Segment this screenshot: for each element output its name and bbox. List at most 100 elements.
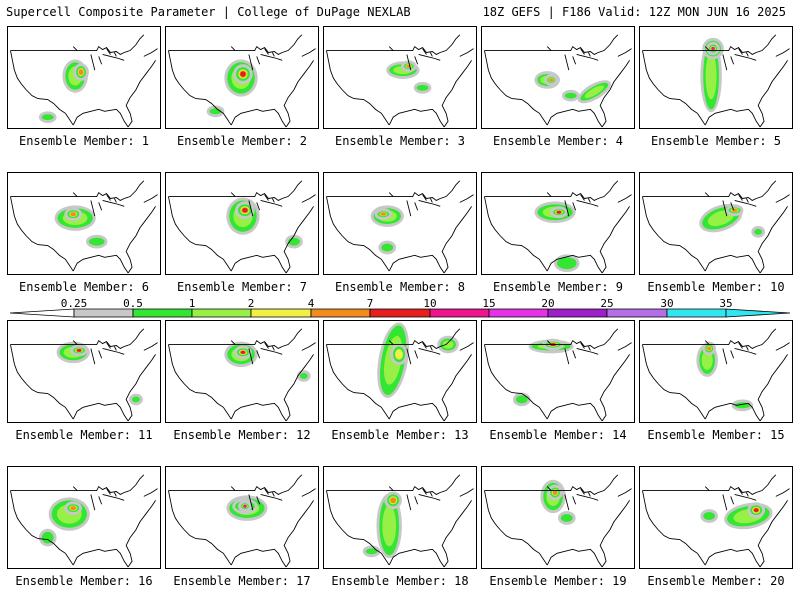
colorbar-segment [191, 308, 252, 318]
coastline-border [102, 348, 125, 355]
coastline-border [301, 342, 316, 351]
colorbar-segment [369, 308, 431, 318]
coastline-border [441, 206, 472, 274]
coastline-border [230, 548, 287, 568]
ensemble-map [168, 34, 316, 128]
ensemble-member-label: Ensemble Member: 19 [489, 574, 627, 588]
scp-contour [240, 350, 246, 354]
scp-contour [515, 395, 528, 404]
scp-contour [382, 505, 397, 547]
coastline-border [37, 538, 74, 566]
coastline-border [511, 392, 548, 420]
coastline-border [72, 254, 129, 274]
ensemble-map-panel [481, 466, 635, 569]
coastline-border [546, 548, 603, 568]
coastline-border [106, 48, 117, 57]
coastline-border [230, 402, 287, 422]
coastline-border [143, 48, 158, 57]
coastline-border [441, 60, 472, 128]
ensemble-map [642, 34, 790, 128]
ensemble-member-label: Ensemble Member: 1 [18, 134, 150, 148]
colorbar [9, 308, 791, 318]
coastline-border [642, 490, 671, 539]
ensemble-member-label: Ensemble Member: 16 [15, 574, 153, 588]
coastline-border [484, 34, 619, 55]
coastline-border [90, 348, 103, 365]
coastline-border [642, 50, 671, 99]
coastline-border [406, 54, 419, 71]
coastline-border [704, 486, 710, 491]
coastline-border [230, 108, 287, 128]
coastline-border [738, 488, 749, 497]
ensemble-member-label: Ensemble Member: 8 [334, 280, 466, 294]
colorbar-segment [73, 308, 134, 318]
coastline-border [353, 538, 390, 566]
coastline-border [10, 490, 39, 539]
coastline-border [326, 196, 355, 245]
coastline-border [580, 488, 591, 497]
coastline-border [704, 402, 761, 422]
coastline-border [704, 548, 761, 568]
colorbar-segment [488, 308, 549, 318]
ensemble-map-panel [7, 172, 161, 275]
colorbar-tick-label: 10 [423, 297, 437, 310]
coastline-border [418, 200, 441, 207]
coastline-border [125, 206, 156, 274]
scp-contour [552, 489, 558, 495]
coastline-border [576, 54, 599, 61]
coastline-border [168, 328, 303, 349]
ensemble-member-label: Ensemble Member: 10 [647, 280, 785, 294]
coastline-border [546, 402, 603, 422]
coastline-border [125, 500, 156, 568]
coastline-border [775, 342, 790, 351]
ensemble-map-panel [481, 320, 635, 423]
coastline-border [353, 244, 390, 272]
coastline-border [106, 194, 117, 203]
coastline-border [326, 474, 461, 495]
run-info: 18Z GEFS | F186 Valid: 12Z MON JUN 16 20… [482, 5, 786, 19]
coastline-border [283, 60, 314, 128]
coastline-border [230, 254, 287, 274]
colorbar-tick-label: 2 [247, 297, 255, 310]
scp-contour [70, 212, 77, 217]
scp-contour [564, 92, 577, 99]
scp-contour [390, 497, 397, 504]
coastline-border [617, 48, 632, 57]
scp-contour [41, 531, 54, 544]
scp-contour [705, 52, 717, 100]
ensemble-member-label: Ensemble Member: 9 [492, 280, 624, 294]
coastline-border [260, 54, 283, 61]
coastline-border [669, 538, 706, 566]
scp-contour [416, 84, 429, 91]
ensemble-map-panel [323, 172, 477, 275]
coastline-border [168, 34, 303, 55]
coastline-border [546, 108, 603, 128]
coastline-border [704, 340, 710, 345]
coastline-border [143, 342, 158, 351]
coastline-border [90, 494, 103, 511]
ensemble-member-label: Ensemble Member: 15 [647, 428, 785, 442]
colorbar-segment [666, 308, 727, 318]
ensemble-map [326, 474, 474, 568]
coastline-border [484, 490, 513, 539]
colorbar-segment [310, 308, 371, 318]
coastline-border [406, 494, 419, 511]
coastline-border [260, 348, 283, 355]
coastline-border [422, 342, 433, 351]
page-title: Supercell Composite Parameter | College … [6, 5, 411, 19]
ensemble-map-panel [165, 320, 319, 423]
coastline-border [734, 54, 757, 61]
ensemble-map-panel [323, 26, 477, 129]
coastline-border [484, 196, 513, 245]
coastline-border [564, 348, 577, 365]
ensemble-member-label: Ensemble Member: 6 [18, 280, 150, 294]
coastline-border [564, 54, 577, 71]
ensemble-map [168, 328, 316, 422]
coastline-border [326, 490, 355, 539]
ensemble-map-panel [639, 320, 793, 423]
colorbar-tick-label: 35 [719, 297, 733, 310]
coastline-border [102, 494, 125, 501]
coastline-border [757, 354, 788, 422]
coastline-border [10, 328, 145, 349]
colorbar-segment [606, 308, 668, 318]
